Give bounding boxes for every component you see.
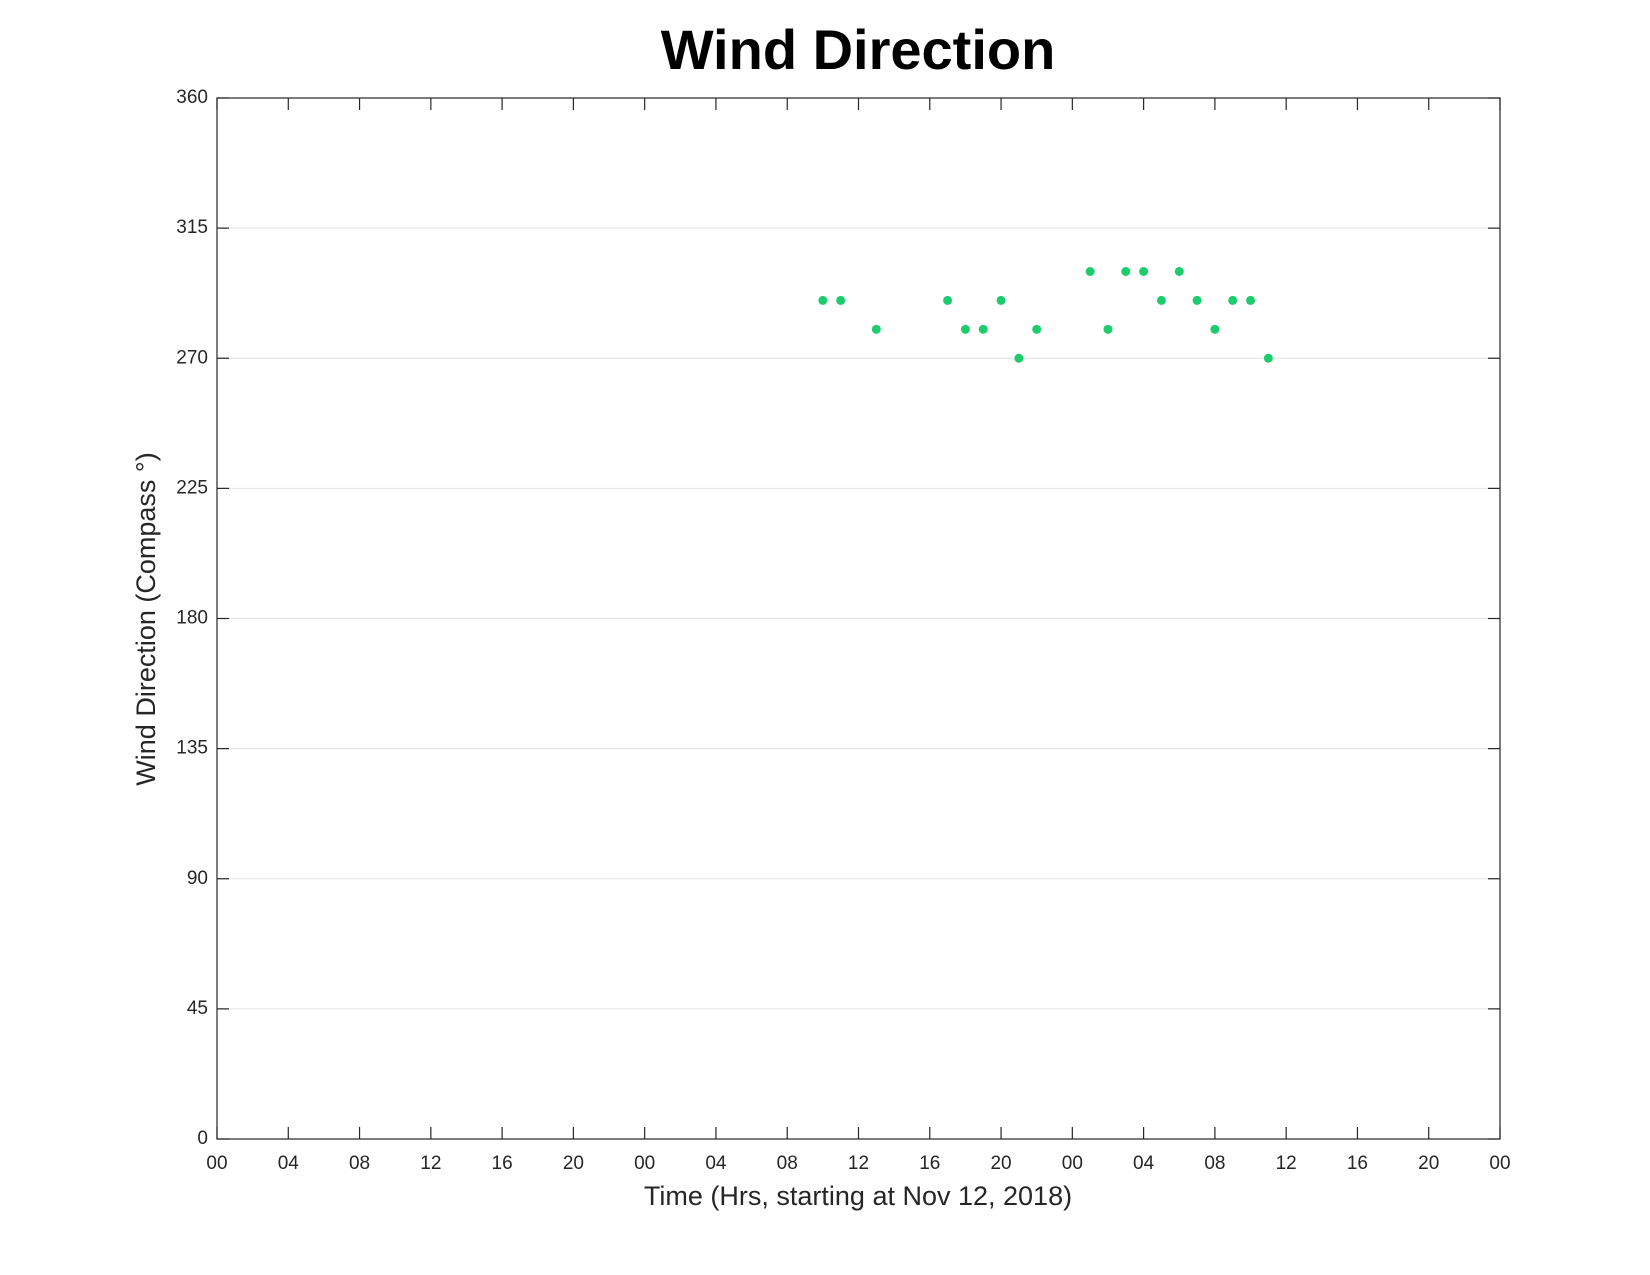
x-tick-label: 00 (1489, 1153, 1510, 1174)
data-point (818, 295, 828, 305)
data-point (1103, 324, 1113, 334)
data-point (1085, 267, 1095, 276)
y-tick-label: 0 (197, 1128, 208, 1149)
x-tick-label: 16 (919, 1153, 940, 1174)
x-tick-label: 20 (1418, 1153, 1439, 1174)
data-point (1014, 353, 1024, 363)
y-axis-label: Wind Direction (Compass °) (131, 452, 161, 785)
x-tick-label: 00 (206, 1153, 227, 1174)
data-point (996, 295, 1006, 305)
y-tick-label: 90 (187, 868, 208, 889)
x-tick-label: 04 (1133, 1153, 1155, 1174)
data-point (871, 324, 881, 334)
x-tick-label: 12 (848, 1153, 869, 1174)
x-tick-label: 16 (1347, 1153, 1368, 1174)
data-point (1192, 295, 1202, 305)
x-tick-label: 08 (349, 1153, 370, 1174)
x-tick-label: 20 (563, 1153, 584, 1174)
data-point (1121, 267, 1131, 276)
y-tick-label: 270 (176, 347, 208, 368)
data-point (1156, 295, 1166, 305)
data-point (1228, 295, 1238, 305)
y-tick-label: 45 (187, 998, 208, 1019)
x-tick-label: 16 (492, 1153, 513, 1174)
y-tick-label: 180 (176, 608, 208, 629)
chart-title: Wind Direction (661, 18, 1056, 81)
x-axis-label: Time (Hrs, starting at Nov 12, 2018) (644, 1181, 1072, 1211)
y-tick-label: 135 (176, 738, 208, 759)
data-point (1246, 295, 1256, 305)
x-tick-label: 04 (705, 1153, 727, 1174)
data-point (978, 324, 988, 334)
x-tick-label: 08 (777, 1153, 798, 1174)
y-tick-label: 360 (176, 87, 208, 108)
x-tick-label: 00 (634, 1153, 655, 1174)
y-tick-label: 225 (176, 477, 208, 498)
x-tick-label: 08 (1204, 1153, 1225, 1174)
data-point (1139, 267, 1149, 276)
y-tick-label: 315 (176, 217, 208, 238)
data-point (1263, 353, 1273, 363)
x-tick-label: 12 (1276, 1153, 1297, 1174)
data-point (836, 295, 846, 305)
data-point (1174, 267, 1184, 276)
x-tick-label: 04 (278, 1153, 300, 1174)
x-tick-label: 20 (990, 1153, 1011, 1174)
x-tick-label: 00 (1062, 1153, 1083, 1174)
data-point (960, 324, 970, 334)
data-point (1210, 324, 1220, 334)
x-tick-label: 12 (420, 1153, 441, 1174)
data-point (943, 295, 953, 305)
data-point (1032, 324, 1042, 334)
